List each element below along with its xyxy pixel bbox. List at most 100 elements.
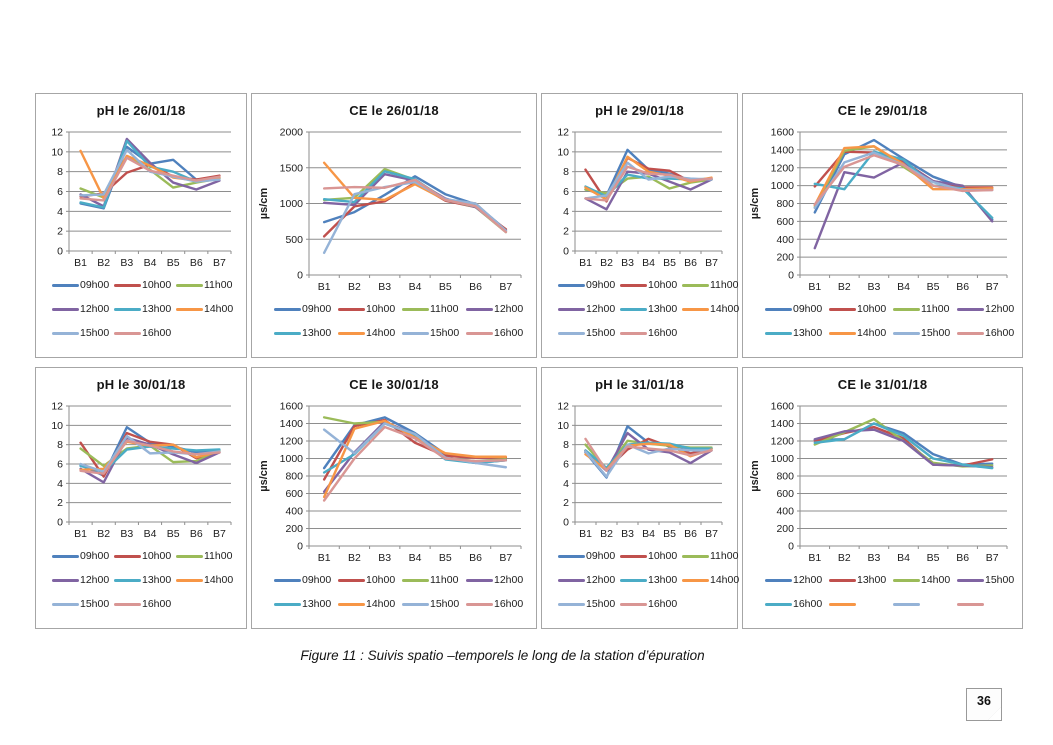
legend-label: 16h00	[494, 598, 524, 610]
svg-text:B6: B6	[469, 281, 482, 293]
legend-item: 12h00	[765, 568, 829, 592]
svg-text:0: 0	[297, 270, 303, 282]
legend-label: 12h00	[586, 303, 616, 315]
legend-label: 14h00	[366, 327, 396, 339]
svg-text:µs/cm: µs/cm	[258, 460, 270, 492]
legend-label: 10h00	[857, 303, 887, 315]
legend-label: 15h00	[430, 327, 460, 339]
legend-label: 12h00	[494, 574, 524, 586]
legend-swatch-icon	[52, 307, 79, 311]
page-number: 36	[977, 694, 991, 708]
legend-swatch-icon	[620, 283, 647, 287]
legend-label: 16h00	[142, 598, 172, 610]
legend-label: 09h00	[586, 279, 616, 291]
legend-swatch-icon	[620, 602, 647, 606]
legend-swatch-icon	[274, 331, 301, 335]
legend-item: 10h00	[829, 297, 893, 321]
chart-title: CE le 30/01/18	[349, 377, 439, 392]
legend-swatch-icon	[829, 331, 856, 335]
svg-text:B7: B7	[499, 281, 512, 293]
svg-text:8: 8	[57, 439, 63, 451]
chart-ph-26-01-18: pH le 26/01/18 0 2 4 6 8 10 12 B1 B2 B3 B4 B5 B6 B7 0…	[35, 93, 247, 358]
legend-item: 12h00	[558, 568, 620, 592]
svg-text:B3: B3	[120, 257, 133, 269]
svg-text:4: 4	[57, 478, 63, 490]
legend-swatch-icon	[682, 283, 709, 287]
legend-swatch-icon	[52, 554, 79, 558]
svg-text:B4: B4	[642, 528, 655, 540]
legend-item: 10h00	[620, 544, 682, 568]
svg-text:6: 6	[563, 459, 569, 471]
svg-text:6: 6	[57, 459, 63, 471]
figure-caption: Figure 11 : Suivis spatio –temporels le …	[300, 648, 705, 663]
legend-item: 13h00	[114, 568, 176, 592]
svg-text:1600: 1600	[280, 401, 304, 413]
legend-label: 16h00	[793, 598, 823, 610]
legend-swatch-icon	[466, 307, 493, 311]
svg-text:6: 6	[57, 186, 63, 198]
legend-item: 10h00	[114, 273, 176, 297]
legend-swatch-icon	[829, 307, 856, 311]
legend-label: 14h00	[921, 574, 951, 586]
legend-swatch-icon	[176, 283, 203, 287]
legend-item: 11h00	[682, 273, 744, 297]
legend-label: 16h00	[985, 327, 1015, 339]
legend-item: 14h00	[682, 568, 744, 592]
legend-swatch-icon	[338, 331, 365, 335]
legend-item: 09h00	[274, 297, 338, 321]
legend-item: 13h00	[620, 297, 682, 321]
legend-swatch-icon	[829, 578, 856, 582]
svg-text:B1: B1	[808, 552, 821, 564]
svg-text:B3: B3	[120, 528, 133, 540]
legend-label: 11h00	[921, 303, 950, 315]
legend-item: 12h00	[957, 297, 1021, 321]
svg-text:1000: 1000	[280, 198, 304, 210]
svg-text:B7: B7	[213, 528, 226, 540]
svg-text:1200: 1200	[280, 436, 304, 448]
legend-item: 11h00	[176, 544, 238, 568]
svg-text:B3: B3	[378, 281, 391, 293]
svg-text:12: 12	[557, 401, 569, 413]
legend-swatch-icon	[620, 331, 647, 335]
legend-label: 13h00	[302, 327, 332, 339]
legend-label: 10h00	[142, 550, 172, 562]
svg-text:B5: B5	[167, 528, 180, 540]
svg-text:B1: B1	[579, 528, 592, 540]
svg-text:2: 2	[563, 497, 569, 509]
legend-item: 16h00	[466, 321, 530, 345]
legend-item: 15h00	[402, 592, 466, 616]
legend-item: 16h00	[620, 592, 682, 616]
legend-item: 15h00	[402, 321, 466, 345]
chart-title: pH le 31/01/18	[595, 377, 684, 392]
legend-item: 15h00	[52, 592, 114, 616]
legend-label: 10h00	[648, 550, 678, 562]
page-fold-edge-icon	[988, 707, 1001, 720]
legend-item: 16h00	[765, 592, 829, 616]
legend-label: 13h00	[648, 574, 678, 586]
svg-text:B6: B6	[469, 552, 482, 564]
svg-text:B4: B4	[144, 528, 157, 540]
legend-label: 13h00	[142, 574, 172, 586]
legend-swatch-icon	[52, 331, 79, 335]
svg-text:600: 600	[285, 488, 303, 500]
legend-item	[893, 592, 957, 616]
legend-swatch-icon	[176, 554, 203, 558]
plot-area: 0 2 4 6 8 10 12 B1 B2 B3 B4 B5 B6 B7	[557, 127, 723, 269]
svg-text:B4: B4	[897, 281, 910, 293]
legend-item: 14h00	[338, 592, 402, 616]
svg-text:1200: 1200	[771, 162, 795, 174]
svg-text:B2: B2	[838, 552, 851, 564]
legend-swatch-icon	[893, 578, 920, 582]
svg-text:B7: B7	[705, 528, 718, 540]
plot-area: 0 2 4 6 8 10 12 B1 B2 B3 B4 B5 B6 B7	[557, 401, 723, 540]
svg-text:1400: 1400	[771, 418, 795, 430]
legend-swatch-icon	[558, 578, 585, 582]
legend-item: 12h00	[52, 568, 114, 592]
svg-text:B3: B3	[621, 528, 634, 540]
legend-label: 12h00	[586, 574, 616, 586]
svg-text:B4: B4	[642, 257, 655, 269]
legend-item: 12h00	[466, 568, 530, 592]
legend-swatch-icon	[114, 602, 141, 606]
legend-item: 11h00	[176, 273, 238, 297]
svg-text:B1: B1	[808, 281, 821, 293]
